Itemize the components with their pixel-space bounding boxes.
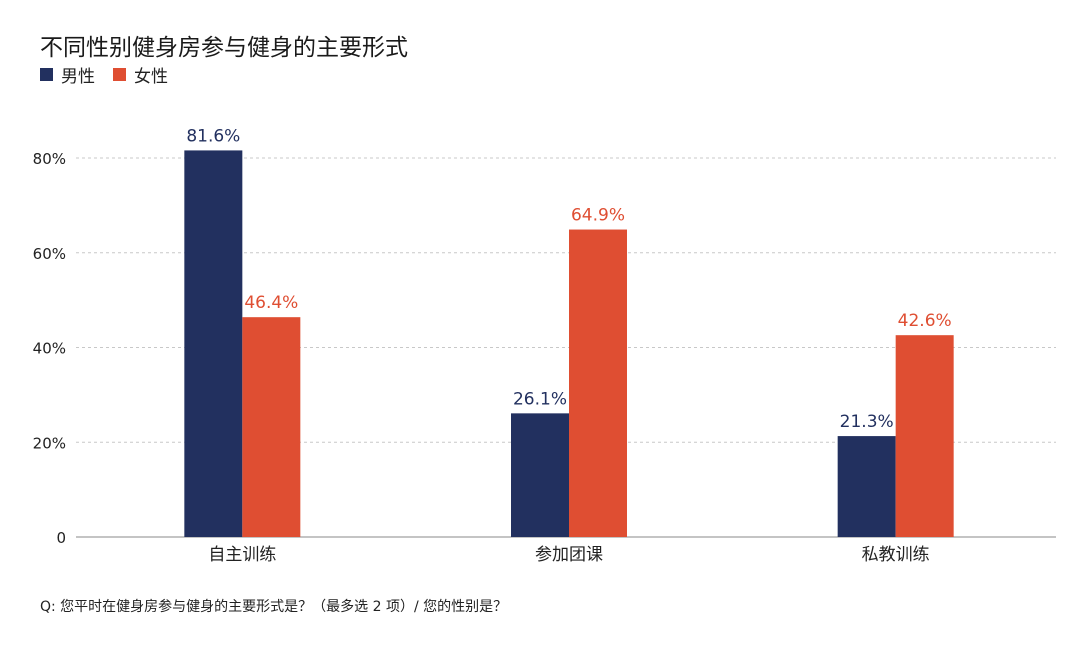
data-label-0-0: 81.6% bbox=[186, 126, 240, 146]
data-label-1-0: 46.4% bbox=[244, 293, 298, 313]
bar-0-1 bbox=[511, 413, 569, 537]
bar-1-2 bbox=[895, 335, 954, 537]
y-tick-label-0: 0 bbox=[56, 529, 66, 547]
chart-title: 不同性别健身房参与健身的主要形式 bbox=[40, 35, 408, 61]
legend-item-female: 女性 bbox=[113, 62, 168, 87]
data-label-0-1: 26.1% bbox=[513, 389, 567, 409]
legend-swatch-female bbox=[113, 68, 126, 81]
data-label-1-1: 64.9% bbox=[571, 206, 625, 226]
x-tick-label-0: 自主训练 bbox=[208, 545, 276, 565]
footnote: Q: 您平时在健身房参与健身的主要形式是？（最多选 2 项）/ 您的性别是？ bbox=[40, 599, 508, 615]
legend: 男性 女性 bbox=[40, 62, 186, 87]
legend-swatch-male bbox=[40, 68, 53, 81]
y-tick-label-20: 20% bbox=[33, 434, 66, 452]
legend-label-male: 男性 bbox=[61, 67, 95, 87]
bar-1-1 bbox=[569, 229, 627, 537]
legend-item-male: 男性 bbox=[40, 62, 95, 87]
y-tick-label-60: 60% bbox=[33, 245, 66, 263]
bar-0-2 bbox=[837, 436, 896, 537]
x-tick-label-2: 私教训练 bbox=[862, 545, 930, 565]
y-tick-label-80: 80% bbox=[33, 150, 66, 168]
data-label-1-2: 42.6% bbox=[898, 311, 952, 331]
bar-1-0 bbox=[242, 317, 301, 537]
bar-0-0 bbox=[184, 150, 243, 538]
y-tick-label-40: 40% bbox=[33, 340, 66, 358]
legend-label-female: 女性 bbox=[134, 67, 168, 87]
x-tick-label-1: 参加团课 bbox=[535, 545, 603, 565]
data-label-0-2: 21.3% bbox=[840, 412, 894, 432]
